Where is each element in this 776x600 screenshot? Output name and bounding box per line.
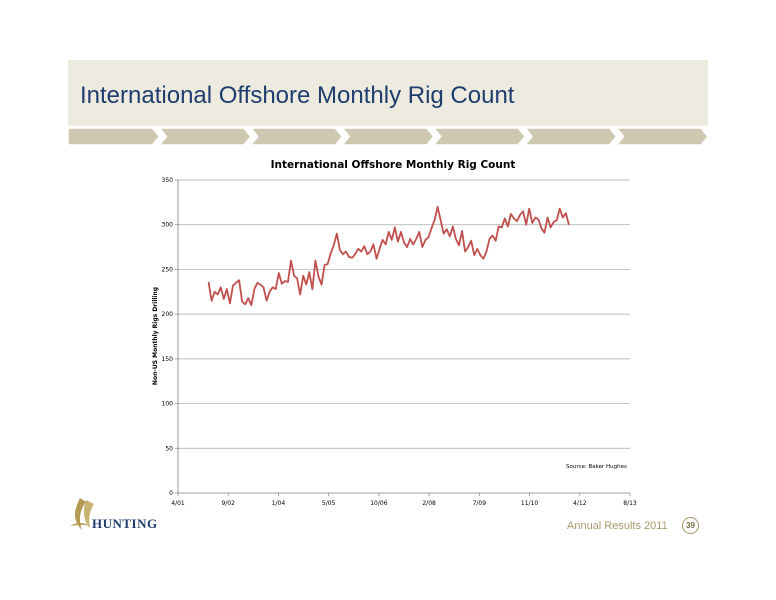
- x-tick-label: 5/05: [322, 500, 336, 507]
- x-tick-label: 4/12: [573, 500, 587, 507]
- chevron-segment: [68, 128, 161, 145]
- x-tick-label: 1/04: [272, 500, 286, 507]
- slide-title: International Offshore Monthly Rig Count: [80, 82, 515, 109]
- x-tick-label: 7/09: [473, 500, 487, 507]
- chevron-segment: [615, 128, 708, 145]
- chevron-segment: [341, 128, 435, 145]
- y-tick-label: 100: [162, 401, 174, 408]
- source-annotation: Source: Baker Hughes: [566, 464, 627, 470]
- x-tick-label: 8/13: [623, 500, 637, 507]
- y-tick-label: 150: [162, 356, 174, 363]
- chevron-segment: [524, 128, 618, 145]
- page-number-badge: 39: [682, 517, 699, 534]
- y-tick-label: 0: [169, 490, 173, 497]
- series-line-rig-count: [207, 205, 570, 307]
- x-tick-label: 2/08: [422, 500, 436, 507]
- x-tick-label: 10/06: [370, 500, 387, 507]
- y-tick-label: 300: [162, 222, 174, 229]
- y-tick-label: 350: [162, 177, 174, 184]
- y-axis-label: Non-US Monthly Rigs Drilling: [152, 287, 159, 385]
- x-tick-label: 4/01: [171, 500, 185, 507]
- chart-title: International Offshore Monthly Rig Count: [271, 159, 516, 171]
- y-tick-label: 50: [165, 445, 173, 452]
- title-band: [68, 60, 708, 126]
- y-tick-label: 200: [162, 311, 174, 318]
- hunting-logo-icon: [70, 498, 94, 530]
- chevron-arrow-bar: [68, 128, 708, 145]
- chevron-segment: [249, 128, 344, 145]
- logo-text: HUNTING: [92, 516, 158, 531]
- x-tick-label: 9/02: [221, 500, 235, 507]
- y-tick-label: 250: [162, 266, 174, 273]
- chevron-segment: [432, 128, 527, 145]
- x-tick-label: 11/10: [521, 500, 538, 507]
- chevron-segment: [158, 128, 252, 145]
- footer-text: Annual Results 2011: [567, 520, 668, 532]
